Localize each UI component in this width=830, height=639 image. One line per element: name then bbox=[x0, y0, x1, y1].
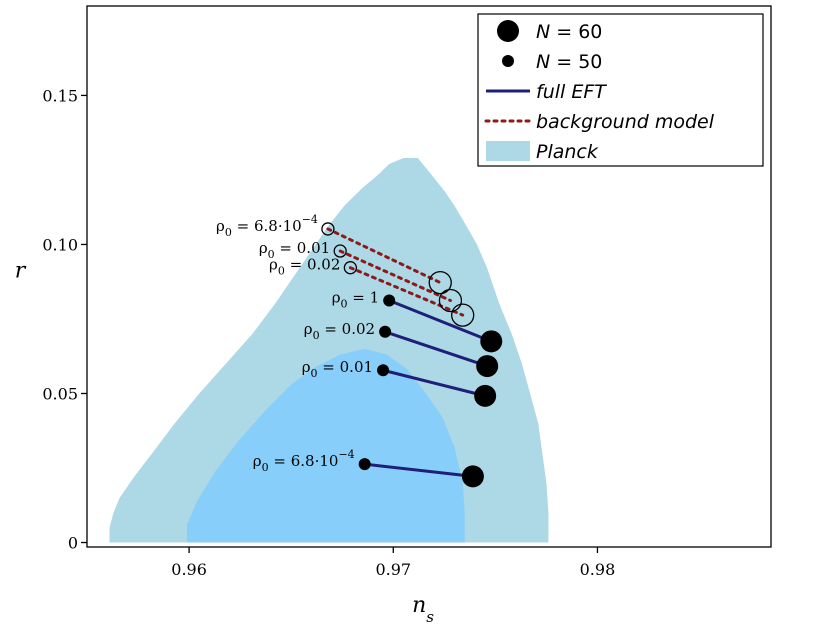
axes: 0.96 0.97 0.98 0 0.05 0.10 0.15 ns r bbox=[15, 5, 772, 626]
planck-inner-contour bbox=[187, 348, 465, 543]
n60-open-marker bbox=[428, 270, 452, 295]
rho-subscript: 0 bbox=[313, 329, 320, 342]
legend-label-italic: Planck bbox=[536, 141, 599, 163]
x-tick-label: 0.98 bbox=[580, 560, 616, 579]
full-eft-line bbox=[363, 462, 475, 478]
x-axis-title: ns bbox=[412, 593, 434, 626]
x-axis-subscript: s bbox=[426, 608, 434, 626]
series-lines bbox=[326, 227, 493, 478]
rho-annotation: ρ0 = 0.01 bbox=[302, 358, 373, 380]
rho-annotation: ρ0 = 6.8·10−4 bbox=[216, 213, 318, 239]
background-model-line bbox=[348, 266, 465, 317]
rho-symbol: ρ bbox=[253, 452, 262, 470]
rho-subscript: 0 bbox=[341, 297, 348, 310]
y-tick-label: 0 bbox=[68, 534, 78, 553]
plot-frame bbox=[86, 5, 772, 548]
legend-n60-marker bbox=[497, 20, 519, 42]
rho-value: = 6.8·10 bbox=[232, 217, 302, 235]
n50-marker bbox=[358, 458, 371, 471]
n50-marker bbox=[377, 364, 390, 377]
legend-label-rest: = 60 bbox=[550, 21, 602, 43]
n50-open-marker bbox=[321, 222, 335, 236]
rho-value: = 0.02 bbox=[320, 320, 376, 338]
x-tick-label: 0.96 bbox=[171, 560, 207, 579]
y-axis-title: r bbox=[15, 259, 27, 284]
x-tick-label: 0.97 bbox=[375, 560, 411, 579]
n50-open-marker bbox=[343, 261, 358, 275]
rho-subscript: 0 bbox=[262, 461, 269, 474]
background-model-line bbox=[338, 249, 452, 302]
legend-label: full EFT bbox=[536, 81, 607, 103]
legend-label: N = 50 bbox=[536, 51, 602, 73]
rho-subscript: 0 bbox=[311, 367, 318, 380]
rho-value: = 6.8·10 bbox=[269, 452, 339, 470]
legend-label-italic: N bbox=[536, 51, 550, 73]
rho-annotation: ρ0 = 6.8·10−4 bbox=[253, 448, 355, 474]
n60-marker bbox=[480, 330, 503, 353]
rho-subscript: 0 bbox=[268, 248, 275, 261]
legend-label-italic: N bbox=[536, 21, 550, 43]
y-tick-label: 0.10 bbox=[42, 235, 78, 254]
rho-value: = 0.02 bbox=[285, 256, 341, 274]
rho-exponent: −4 bbox=[338, 448, 354, 461]
legend-label-italic: background model bbox=[536, 111, 715, 133]
rho-symbol: ρ bbox=[304, 320, 313, 338]
rho-symbol: ρ bbox=[302, 358, 311, 376]
rho-exponent: −4 bbox=[302, 213, 318, 226]
n50-marker bbox=[383, 294, 396, 307]
n60-open-marker bbox=[451, 303, 475, 327]
background-model-line bbox=[326, 227, 442, 285]
n60-marker bbox=[461, 465, 484, 488]
legend-label-italic: full EFT bbox=[536, 81, 607, 103]
legend-planck-patch bbox=[486, 141, 530, 161]
rho-annotation: ρ0 = 1 bbox=[332, 288, 379, 310]
rho-value: = 0.01 bbox=[318, 358, 374, 376]
rho-symbol: ρ bbox=[259, 239, 268, 257]
rho-subscript: 0 bbox=[278, 265, 285, 278]
y-tick-label: 0.15 bbox=[42, 86, 78, 105]
rho-annotation: ρ0 = 0.02 bbox=[304, 320, 375, 342]
legend-label: background model bbox=[536, 111, 715, 133]
legend-n50-marker bbox=[502, 55, 514, 67]
x-axis-symbol: n bbox=[412, 593, 426, 618]
legend-label-rest: = 50 bbox=[550, 51, 602, 73]
n50-open-marker bbox=[333, 244, 347, 258]
rho-symbol: ρ bbox=[216, 217, 225, 235]
rho-annotation: ρ0 = 0.01 bbox=[259, 239, 330, 261]
rho-annotation: ρ0 = 0.02 bbox=[269, 256, 340, 278]
legend-label: N = 60 bbox=[536, 21, 602, 43]
rho-symbol: ρ bbox=[269, 256, 278, 274]
series-markers bbox=[321, 222, 503, 488]
legend-label: Planck bbox=[536, 141, 599, 163]
n50-marker bbox=[379, 325, 392, 338]
full-eft-line bbox=[383, 330, 489, 368]
rho-value: = 0.01 bbox=[275, 239, 331, 257]
rho-value: = 1 bbox=[348, 288, 380, 306]
planck-contours bbox=[109, 158, 549, 543]
n60-marker bbox=[476, 355, 499, 378]
n60-open-marker bbox=[438, 288, 463, 313]
rho-subscript: 0 bbox=[225, 226, 232, 239]
y-tick-label: 0.05 bbox=[42, 384, 78, 403]
n60-marker bbox=[474, 384, 497, 407]
full-eft-line bbox=[381, 368, 487, 398]
full-eft-line bbox=[387, 298, 493, 343]
rho-symbol: ρ bbox=[332, 288, 341, 306]
